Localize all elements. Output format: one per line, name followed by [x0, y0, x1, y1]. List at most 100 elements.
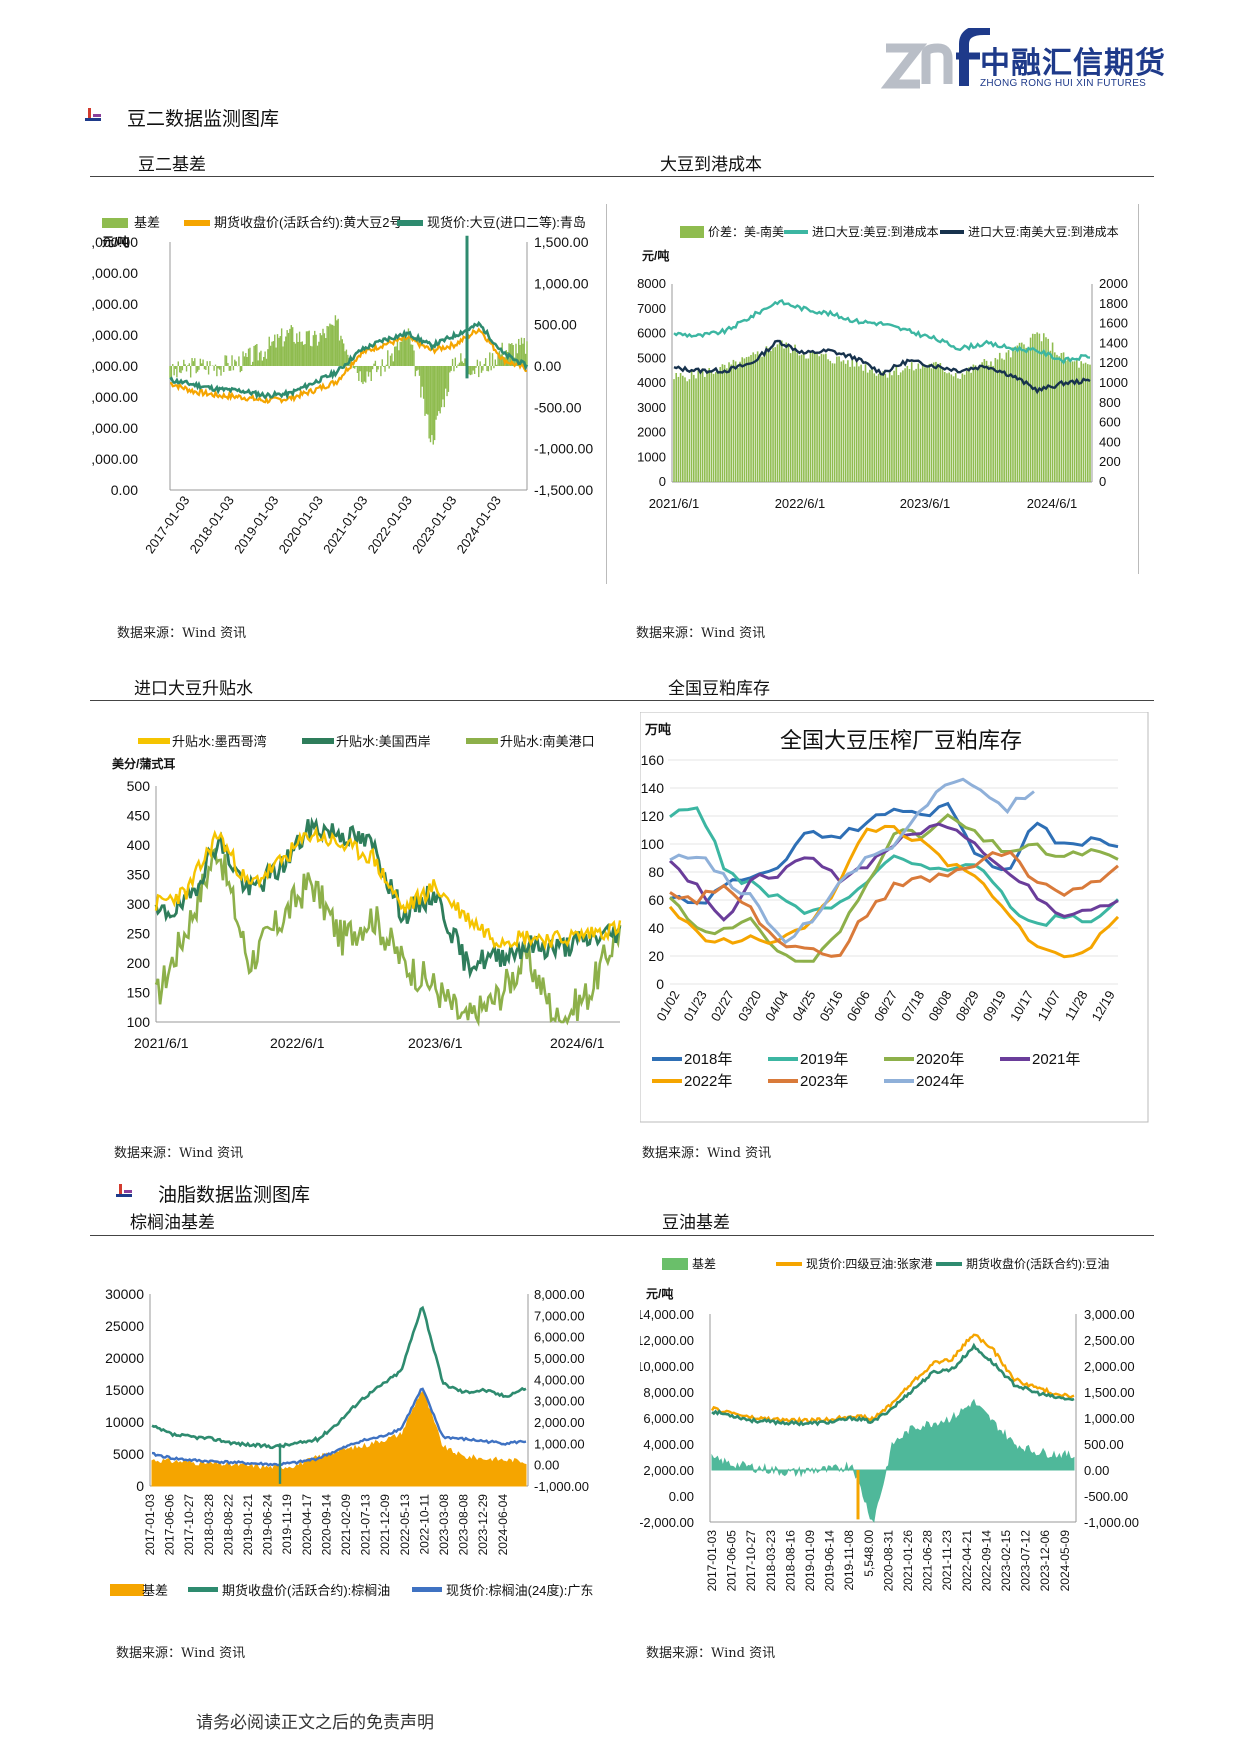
y-tick-label: 60 [648, 892, 664, 908]
legend-swatch-futures [184, 220, 210, 226]
x-tick-label: 2019-06-24 [261, 1494, 275, 1556]
x-tick-label: 2021/6/1 [134, 1035, 189, 1051]
legend-swatch-us [784, 230, 808, 234]
y-tick-label-right: 5,000.00 [534, 1351, 585, 1366]
x-tick-label: 2023-01-03 [409, 493, 459, 556]
y-tick-label: 10000 [105, 1414, 144, 1430]
y-tick-label-right: 1200 [1099, 355, 1128, 370]
x-tick-label: 02/27 [708, 988, 737, 1024]
disclaimer-footer: 请务必阅读正文之后的免责声明 [196, 1713, 434, 1733]
x-tick-label: 2023-02-15 [999, 1530, 1013, 1592]
line-sa-cost [673, 339, 1091, 395]
line-futures [711, 1342, 1075, 1427]
x-tick-label: 2021-02-09 [339, 1494, 353, 1556]
x-tick-label: 2017-01-03 [142, 493, 192, 556]
y-tick-label: 160 [641, 752, 665, 768]
y-tick-label-right: 3,000.00 [1084, 1307, 1135, 1322]
x-tick-label: 06/06 [844, 988, 873, 1024]
y-tick-label: 200 [127, 955, 151, 971]
y-tick-label: 120 [641, 808, 665, 824]
y-tick-label-right: 500.00 [534, 317, 577, 333]
x-tick-label: 2021-06-28 [921, 1530, 935, 1592]
x-tick-label: 2023-03-08 [437, 1494, 451, 1556]
line-sa-port [154, 847, 622, 1027]
y-tick-label-right: 4,000.00 [534, 1372, 585, 1387]
legend-swatch-basis [102, 218, 128, 228]
legend-label: 进口大豆:美豆:到港成本 [812, 225, 939, 239]
chart-palm-basis: 0 5000 10000 15000 20000 25000 30000 -1,000.00 0… [105, 1286, 593, 1598]
x-tick-label: 04/04 [762, 988, 791, 1024]
panel-title-landing-cost: 大豆到港成本 [660, 155, 762, 175]
chart-title: 全国大豆压榨厂豆粕库存 [780, 728, 1022, 753]
section-title-soybean: 豆二数据监测图库 [127, 108, 280, 130]
y-tick-label: 25000 [105, 1318, 144, 1334]
y-tick-label: 0 [136, 1478, 144, 1494]
y-tick-label: ,000.00 [92, 358, 138, 374]
legend-label: 进口大豆:南美大豆:到港成本 [968, 224, 1119, 239]
y-tick-label: 12,000.00 [640, 1333, 694, 1348]
legend-swatch-spot [412, 1587, 442, 1592]
x-tick-label: 2023/6/1 [900, 496, 951, 511]
y-tick-label: 450 [127, 808, 151, 824]
y-tick-label-right: -1,000.00 [534, 441, 593, 457]
line-spot [169, 320, 529, 400]
x-tick-label: 03/20 [735, 988, 764, 1024]
x-tick-label: 2021-11-23 [940, 1530, 954, 1591]
legend-label: 期货收盘价(活跃合约):豆油 [966, 1256, 1109, 1271]
x-tick-label: 2019-11-08 [842, 1530, 856, 1591]
y-tick-label: 4,000.00 [643, 1437, 694, 1452]
y-tick-label-right: 2,500.00 [1084, 1333, 1135, 1348]
y-tick-label-right: 200 [1099, 454, 1121, 469]
line-us-cost [673, 299, 1091, 365]
y-tick-label: -2,000.00 [640, 1515, 694, 1530]
x-tick-label: 2022-10-11 [417, 1494, 431, 1555]
x-tick-label: 2020-04-17 [300, 1494, 314, 1556]
line-spot [710, 1333, 1075, 1425]
chart-soyoil-basis: 基差 现货价:四级豆油:张家港 期货收盘价(活跃合约):豆油 元/吨 -2,00… [640, 1256, 1139, 1592]
x-tick-label: 07/18 [898, 988, 927, 1024]
y-tick-label: 150 [127, 985, 151, 1001]
legend-label: 现货价:棕榈油(24度):广东 [446, 1583, 593, 1598]
x-tick-label: 2017-01-03 [143, 1494, 157, 1556]
x-tick-label: 2017-10-27 [182, 1494, 196, 1556]
y-tick-label: ,000.00 [92, 296, 138, 312]
y-tick-label-right: -500.00 [1084, 1489, 1128, 1504]
panel-title-basis: 豆二基差 [138, 155, 206, 175]
x-tick-label: 2024-01-03 [454, 493, 504, 556]
x-tick-label: 2021-01-26 [901, 1530, 915, 1592]
x-tick-label: 09/19 [980, 988, 1009, 1024]
source-note: 数据来源：Wind 资讯 [117, 626, 247, 641]
chart-meal-inventory: 万吨 全国大豆压榨厂豆粕库存 0 20 40 60 80 100 120 140 160 01/… [640, 712, 1149, 1123]
y-tick-label-right: -500.00 [534, 399, 582, 415]
source-note: 数据来源：Wind 资讯 [636, 626, 766, 641]
x-tick-label: 01/23 [681, 988, 710, 1024]
y-tick-label-right: 1800 [1099, 296, 1128, 311]
y-tick-label: 500 [127, 778, 151, 794]
divider [90, 1235, 1154, 1236]
x-tick-label: 2024-05-09 [1058, 1530, 1072, 1592]
legend-label: 价差：美-南美 [708, 224, 784, 239]
y-tick-label: 6000 [637, 326, 666, 341]
x-tick-label: 12/19 [1089, 988, 1118, 1024]
x-tick-label: 2020-01-03 [276, 493, 326, 556]
y-tick-label: 3000 [637, 400, 666, 415]
y-tick-label-right: 2000 [1099, 276, 1128, 291]
x-tick-label: 2022/6/1 [270, 1035, 325, 1051]
y-tick-label-right: 500.00 [1084, 1437, 1124, 1452]
x-tick-label: 2022-05-13 [398, 1494, 412, 1556]
y-tick-label: 80 [648, 864, 664, 880]
x-tick-label: 2022-04-21 [960, 1530, 974, 1592]
panel-title-soyoil-basis: 豆油基差 [662, 1213, 730, 1233]
x-tick-label: 2018-08-22 [221, 1494, 235, 1556]
x-tick-label: 2024/6/1 [1027, 496, 1078, 511]
y-tick-label: 7000 [637, 301, 666, 316]
x-tick-label: 2019-01-03 [231, 493, 281, 556]
legend-swatch-futures [188, 1587, 218, 1592]
y-tick-label-right: 1,000.00 [534, 1436, 585, 1451]
legend-label: 期货收盘价(活跃合约):棕榈油 [222, 1583, 390, 1598]
y-tick-label: 100 [641, 836, 665, 852]
legend-label: 2024年 [916, 1073, 964, 1090]
y-tick-label-right: 1,000.00 [1084, 1411, 1135, 1426]
y-tick-label: 0.00 [111, 482, 138, 498]
legend-swatch-basis [110, 1584, 144, 1596]
